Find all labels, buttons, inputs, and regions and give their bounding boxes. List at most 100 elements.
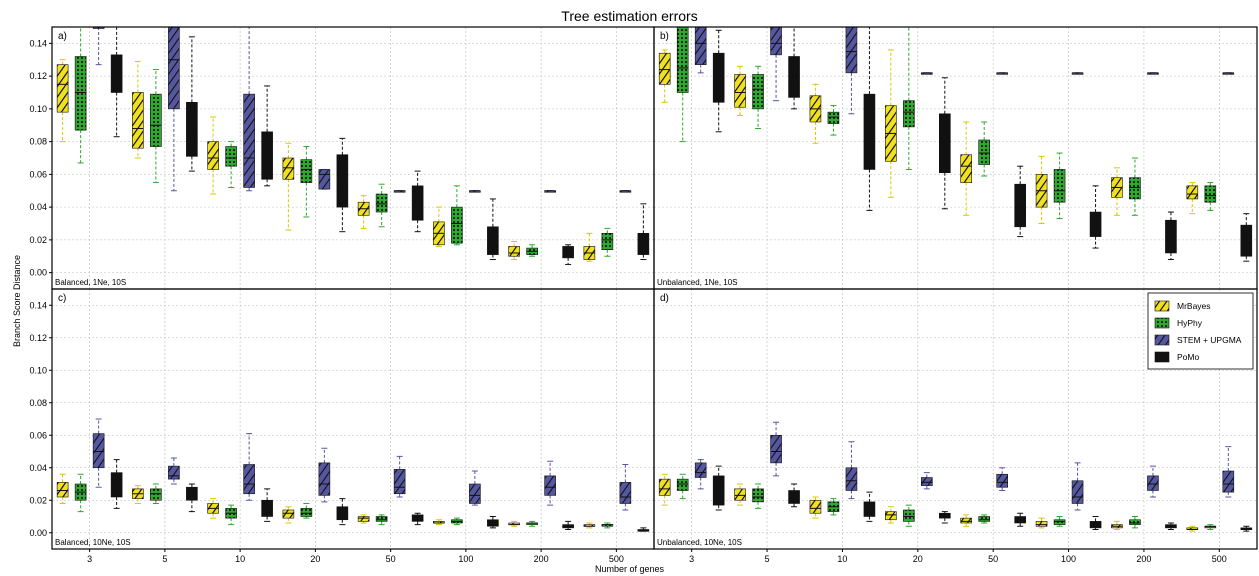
box	[885, 511, 897, 521]
box	[336, 154, 349, 208]
x-tick-label: 10	[235, 554, 245, 564]
box	[411, 514, 424, 522]
box	[508, 246, 520, 257]
box	[318, 462, 331, 496]
box	[562, 246, 574, 259]
x-tick-label: 200	[1136, 554, 1151, 564]
y-tick-label: 0.12	[29, 71, 47, 81]
y-tick-label: 0.04	[29, 202, 47, 212]
box	[357, 516, 370, 522]
panel-label: Unbalanced, 1Ne, 10S	[657, 278, 738, 287]
box	[863, 93, 876, 170]
box	[1053, 169, 1066, 203]
box	[903, 100, 915, 128]
box	[921, 477, 933, 486]
box	[300, 508, 313, 517]
box	[487, 519, 499, 527]
legend-label: PoMo	[1177, 352, 1199, 362]
legend-label: MrBayes	[1177, 301, 1211, 311]
box	[960, 517, 972, 524]
box	[752, 74, 764, 110]
box	[712, 52, 725, 103]
box	[752, 488, 764, 503]
legend-swatch	[1154, 334, 1170, 346]
panel-label: Balanced, 10Ne, 10S	[55, 538, 131, 547]
x-tick-label: 3	[87, 554, 92, 564]
box	[1089, 521, 1102, 529]
y-tick-label: 0.10	[29, 104, 47, 114]
box	[1089, 211, 1102, 237]
box	[845, 467, 858, 491]
x-tick-label: 20	[913, 554, 923, 564]
panel-letter: c)	[58, 293, 66, 304]
box	[168, 465, 180, 480]
box	[658, 478, 671, 496]
box	[110, 472, 123, 498]
box	[601, 233, 614, 250]
box	[544, 475, 556, 496]
box	[393, 469, 406, 495]
legend-swatch	[1154, 317, 1170, 329]
box	[261, 499, 273, 517]
box	[827, 111, 840, 124]
box	[658, 52, 671, 85]
box	[978, 139, 990, 165]
box	[186, 102, 198, 157]
box	[770, 26, 782, 56]
box	[939, 113, 951, 174]
y-tick-label: 0.06	[29, 169, 47, 179]
box	[734, 74, 746, 108]
legend-label: HyPhy	[1177, 318, 1203, 328]
box	[1035, 521, 1048, 527]
x-tick-label: 5	[162, 554, 167, 564]
x-axis-label: Number of genes	[594, 564, 665, 574]
box	[637, 233, 650, 255]
box	[694, 462, 707, 478]
y-tick-label: 0.02	[29, 495, 47, 505]
box	[469, 483, 481, 504]
x-tick-label: 100	[458, 554, 473, 564]
chart-title: Tree estimation errors	[561, 8, 698, 24]
y-tick-label: 0.14	[29, 38, 47, 48]
x-tick-label: 100	[1061, 554, 1076, 564]
box	[845, 26, 858, 74]
box	[996, 473, 1008, 488]
x-tick-label: 200	[534, 554, 549, 564]
panel-frame	[51, 288, 655, 550]
panel-frame	[653, 288, 1258, 550]
box	[903, 509, 915, 522]
box	[676, 26, 689, 93]
x-tick-label: 3	[689, 554, 694, 564]
panel-label: Balanced, 1Ne, 10S	[55, 278, 126, 287]
box	[694, 26, 707, 65]
box	[243, 93, 255, 188]
box	[132, 92, 144, 149]
box	[375, 516, 388, 522]
box	[336, 506, 349, 521]
panel-letter: b)	[660, 31, 669, 42]
box	[770, 434, 782, 464]
x-tick-label: 500	[609, 554, 624, 564]
box	[110, 54, 123, 93]
box	[168, 26, 180, 110]
box	[150, 488, 162, 501]
panel-label: Unbalanced, 10Ne, 10S	[657, 538, 742, 547]
y-tick-label: 0.06	[29, 430, 47, 440]
panel-letter: a)	[58, 31, 67, 42]
box	[960, 154, 972, 183]
box	[1014, 183, 1026, 228]
box	[619, 482, 632, 504]
y-tick-label: 0.02	[29, 235, 47, 245]
y-tick-label: 0.14	[29, 300, 47, 310]
y-tick-label: 0.08	[29, 398, 47, 408]
box	[1071, 480, 1084, 504]
box	[1222, 470, 1235, 493]
box	[809, 499, 822, 514]
box	[375, 193, 388, 213]
y-tick-label: 0.08	[29, 137, 47, 147]
box	[300, 159, 313, 183]
box	[788, 490, 800, 504]
y-tick-label: 0.04	[29, 463, 47, 473]
box	[411, 185, 424, 221]
box	[56, 482, 69, 498]
